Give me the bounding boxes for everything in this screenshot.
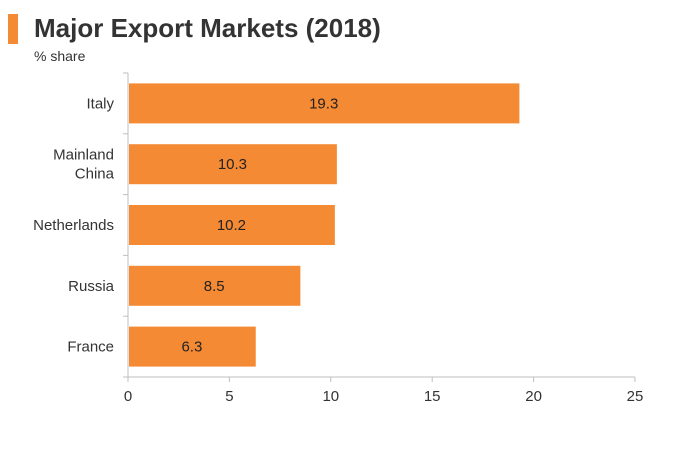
chart-title: Major Export Markets (2018) — [34, 13, 381, 43]
x-tick-label: 25 — [627, 388, 644, 405]
data-label: 8.5 — [204, 278, 225, 295]
category-label-line: France — [67, 339, 114, 356]
category-label: France — [67, 339, 114, 356]
category-label: Italy — [86, 95, 114, 112]
x-tick-label: 10 — [322, 388, 339, 405]
category-label: Netherlands — [33, 217, 114, 234]
category-label-line: Italy — [86, 95, 114, 112]
x-tick-label: 15 — [424, 388, 441, 405]
category-label-line: Mainland — [53, 147, 114, 164]
category-label: Russia — [68, 278, 115, 295]
category-label-line: Russia — [68, 278, 115, 295]
bar — [129, 205, 335, 245]
bar — [129, 265, 301, 306]
bar — [129, 83, 520, 124]
title-accent-bar — [8, 14, 18, 44]
category-label: Mainland China — [53, 147, 115, 183]
data-label: 10.3 — [218, 156, 247, 173]
chart-subtitle: % share — [34, 48, 86, 64]
data-label: 19.3 — [309, 95, 338, 112]
bar — [129, 326, 256, 367]
x-tick-label: 0 — [124, 388, 132, 405]
category-label-line: Netherlands — [33, 217, 114, 234]
category-label-line: China — [75, 166, 115, 183]
data-label: 10.2 — [217, 217, 246, 234]
bar — [129, 144, 337, 185]
data-label: 6.3 — [181, 339, 202, 356]
x-tick-label: 5 — [225, 388, 233, 405]
x-tick-label: 20 — [525, 388, 542, 405]
